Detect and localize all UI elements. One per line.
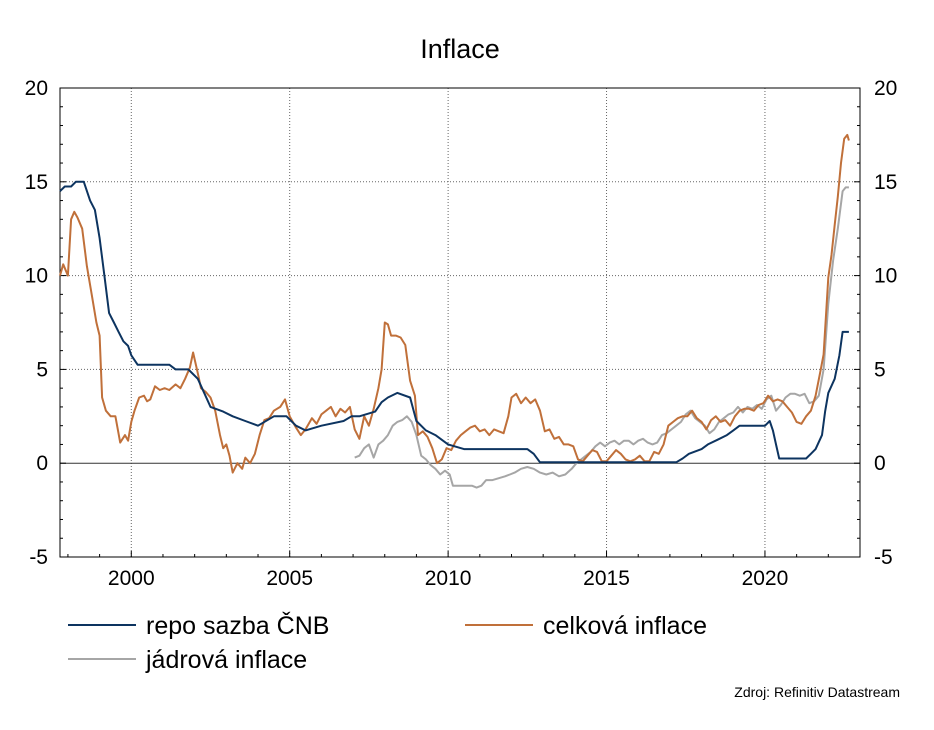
y-tick-label-left: -5 <box>29 546 48 569</box>
x-tick-label: 2005 <box>266 567 313 590</box>
y-tick-label-left: 5 <box>36 358 48 381</box>
y-tick-label-left: 20 <box>25 77 48 100</box>
source-note: Zdroj: Refinitiv Datastream <box>734 684 900 700</box>
legend-label-3: jádrová inflace <box>145 646 307 674</box>
x-tick-label: 2010 <box>425 567 472 590</box>
x-tick-label: 2020 <box>742 567 789 590</box>
series-line-1 <box>59 180 849 464</box>
grid <box>60 88 860 557</box>
axes <box>59 87 861 558</box>
y-tick-label-right: -5 <box>874 546 893 569</box>
series-line-2 <box>59 133 850 474</box>
y-tick-label-right: 10 <box>874 265 897 288</box>
y-tick-label-left: 15 <box>25 171 48 194</box>
plot-frame <box>59 87 861 558</box>
y-tick-label-right: 0 <box>874 452 886 475</box>
x-tick-label: 2015 <box>583 567 630 590</box>
chart-title: Inflace <box>420 34 500 64</box>
legend-label-2: celková inflace <box>543 612 707 640</box>
y-tick-label-right: 20 <box>874 77 897 100</box>
y-tick-label-left: 10 <box>25 265 48 288</box>
y-tick-label-right: 5 <box>874 358 886 381</box>
legend-label-1: repo sazba ČNB <box>146 611 329 640</box>
y-tick-label-left: 0 <box>36 452 48 475</box>
series-lines <box>59 133 850 489</box>
x-tick-label: 2000 <box>108 567 155 590</box>
y-tick-label-right: 15 <box>874 171 897 194</box>
legend: repo sazba ČNB celková inflace jádrová inf… <box>68 611 707 674</box>
